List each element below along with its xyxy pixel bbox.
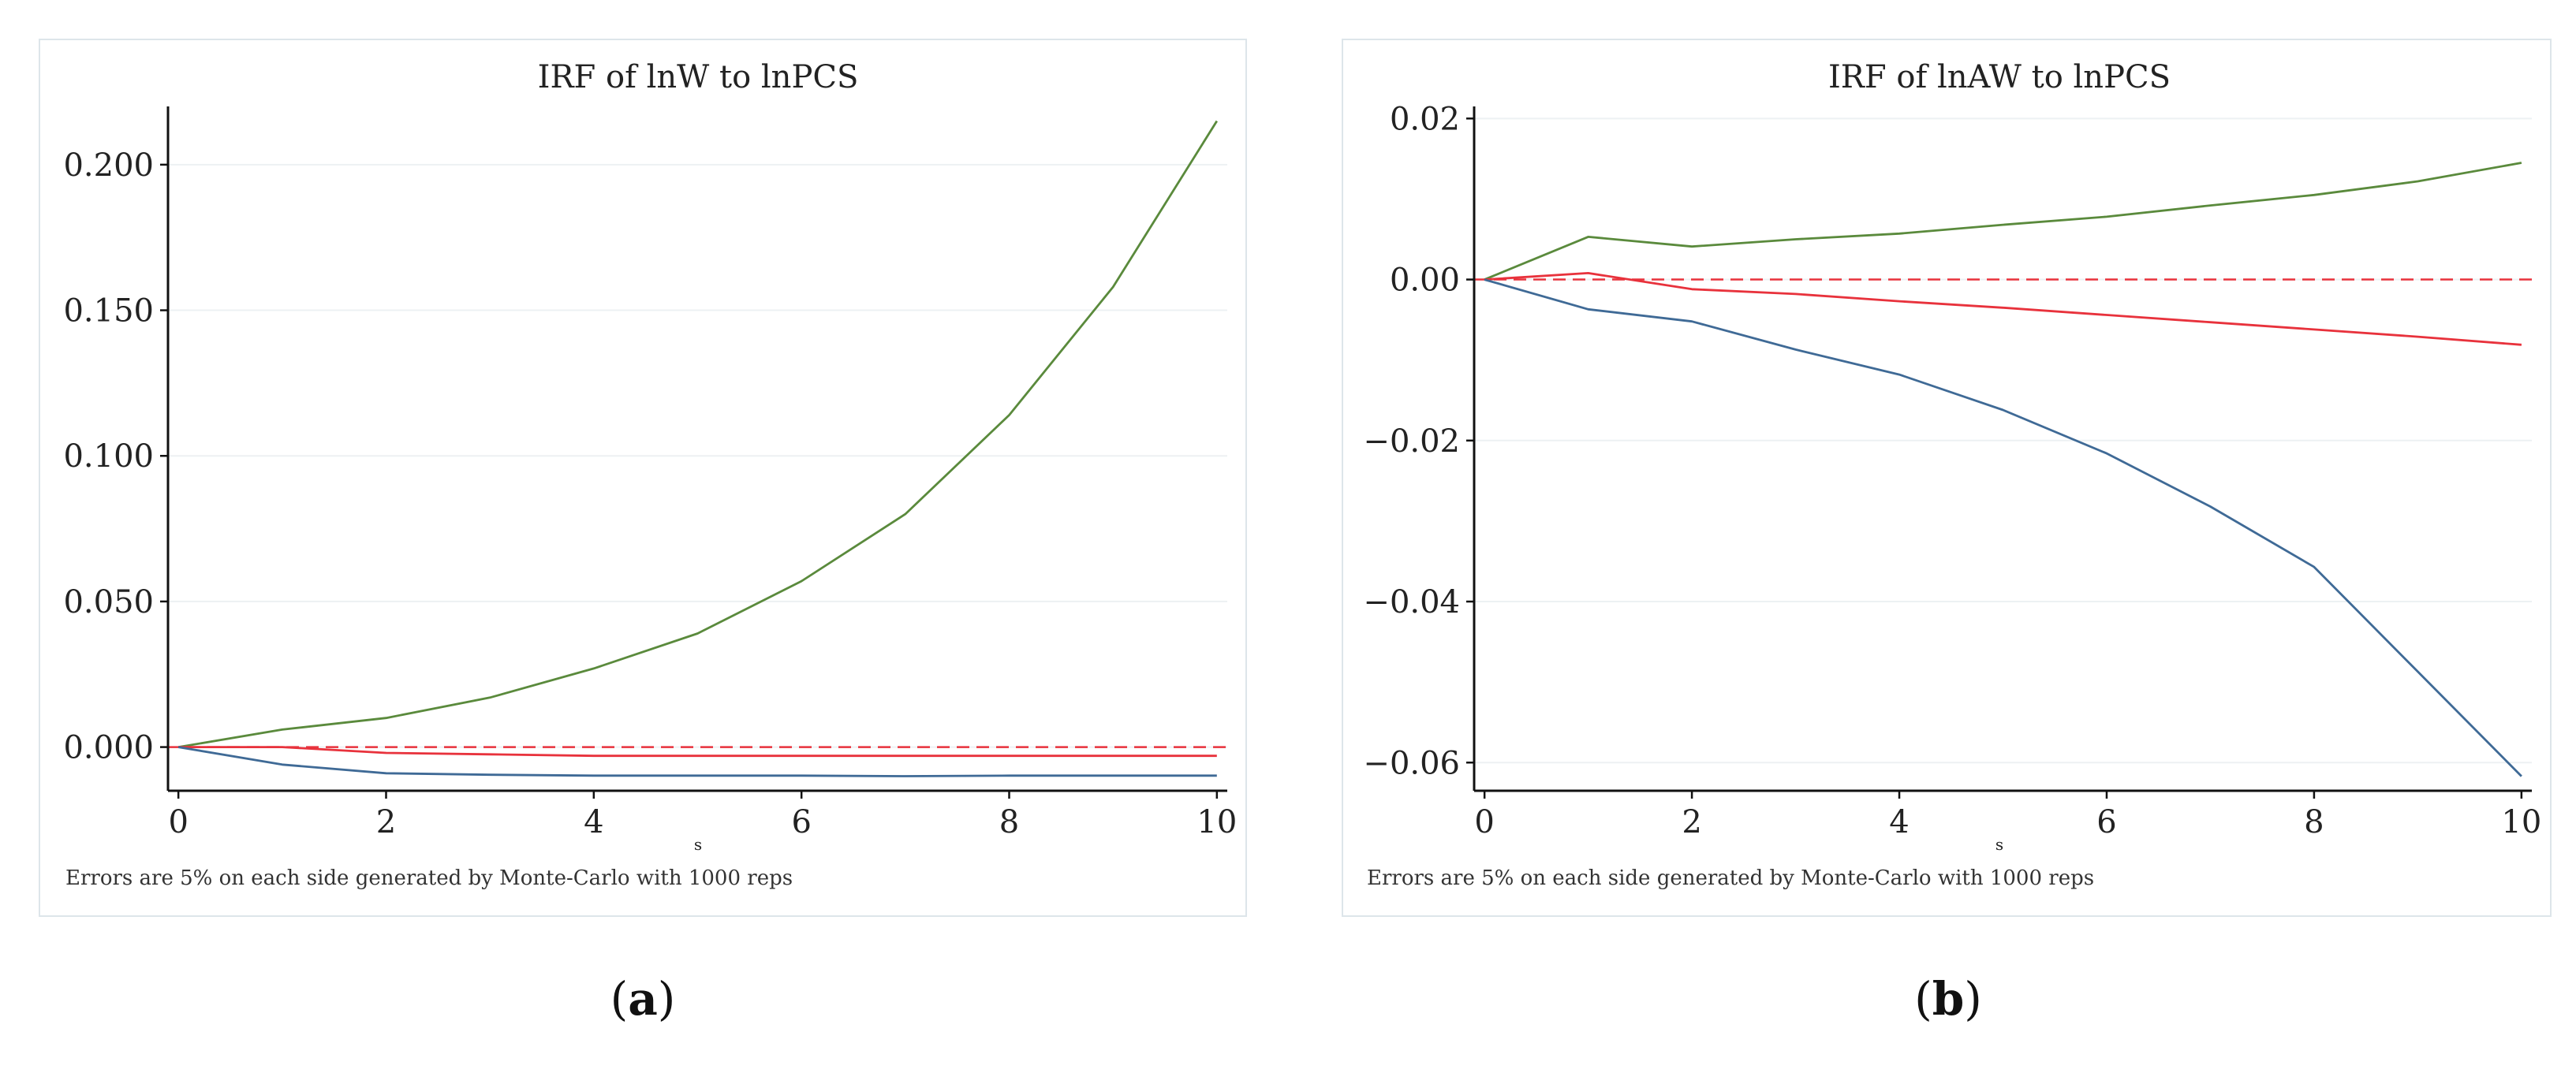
- panel-a-x-label: s: [694, 835, 702, 854]
- panel-b-x-ticks: 0 2 4 6 8 10: [1474, 791, 2541, 840]
- panel-a-y-tick-label: 0.000: [63, 730, 154, 766]
- panel-b-series: [1484, 162, 2522, 777]
- panel-b-series-lower-bound: [1484, 278, 2522, 777]
- panel-b-x-tick-label: 2: [1682, 804, 1701, 840]
- panel-b-y-ticks: −0.06 −0.04 −0.02 0.00 0.02: [1363, 101, 1474, 781]
- panel-a-series-lower-bound: [177, 746, 1217, 777]
- panel-a-note: Errors are 5% on each side generated by …: [65, 866, 793, 890]
- panel-a-x-tick-label: 2: [376, 804, 396, 840]
- panel-a-x-tick-label: 0: [168, 804, 188, 840]
- panel-b-frame: [1342, 39, 2552, 917]
- panel-b-x-label: s: [1995, 835, 2003, 854]
- panel-a-series-upper-bound: [177, 120, 1218, 748]
- panel-b-y-tick-label: 0.00: [1390, 263, 1460, 299]
- panel-a-y-tick-label: 0.050: [63, 584, 154, 620]
- panel-a-y-tick-label: 0.200: [63, 147, 154, 184]
- panel-a-x-ticks: 0 2 4 6 8 10: [168, 791, 1237, 840]
- panel-b-x-tick-label: 10: [2501, 804, 2541, 840]
- panel-a-x-tick-label: 8: [999, 804, 1019, 840]
- panel-b-y-tick-label: −0.04: [1363, 584, 1460, 620]
- panel-b-gridlines: [1474, 117, 2532, 764]
- panel-a-series: [177, 120, 1218, 777]
- panel-b: IRF of lnAW to lnPCS −0.06 −0.04 −0.02 0.00…: [1342, 39, 2552, 1026]
- panel-b-y-tick-label: −0.02: [1363, 423, 1460, 460]
- panel-b-x-tick-label: 6: [2096, 804, 2116, 840]
- panel-a-y-ticks: 0.000 0.050 0.100 0.150 0.200: [63, 147, 168, 766]
- panel-a-x-tick-label: 4: [584, 804, 603, 840]
- panel-b-x-tick-label: 0: [1474, 804, 1494, 840]
- panel-a-y-tick-label: 0.150: [63, 293, 154, 330]
- panel-a-frame: [39, 39, 1247, 917]
- panel-b-y-tick-label: −0.06: [1363, 745, 1460, 781]
- panel-b-series-upper-bound: [1484, 162, 2522, 281]
- panel-a-title: IRF of lnW to lnPCS: [538, 59, 859, 95]
- panel-a-y-tick-label: 0.100: [63, 438, 154, 475]
- panel-a-x-tick-label: 6: [791, 804, 811, 840]
- panel-b-x-tick-label: 8: [2304, 804, 2324, 840]
- panel-a-caption: (a): [610, 972, 676, 1026]
- panel-b-caption: (b): [1914, 972, 1982, 1026]
- panel-b-y-tick-label: 0.02: [1390, 101, 1460, 137]
- panel-a-gridlines: [168, 163, 1227, 748]
- panel-b-title: IRF of lnAW to lnPCS: [1828, 59, 2171, 95]
- panel-b-x-tick-label: 4: [1889, 804, 1909, 840]
- panel-a-x-tick-label: 10: [1197, 804, 1237, 840]
- panel-a-series-irf: [178, 746, 1217, 758]
- panel-b-series-irf: [1484, 271, 2522, 346]
- panel-a: IRF of lnW to lnPCS 0.000 0.050 0.100 0.150…: [39, 39, 1247, 1026]
- panel-b-note: Errors are 5% on each side generated by …: [1367, 866, 2094, 890]
